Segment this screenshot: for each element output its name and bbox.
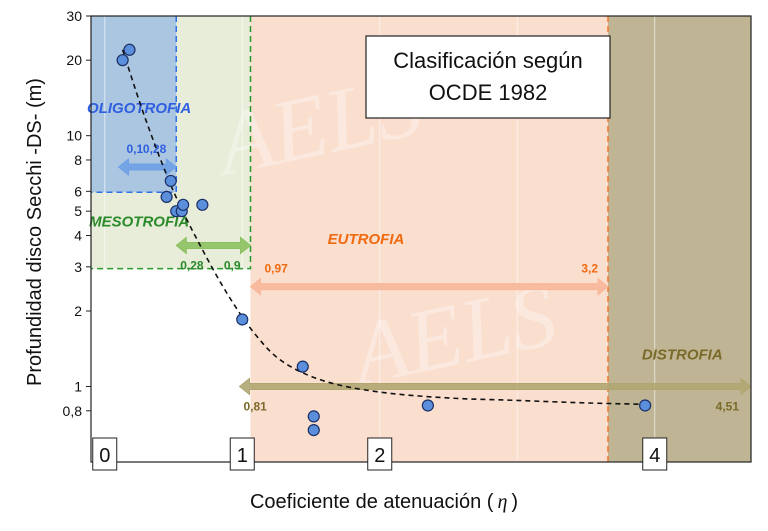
range-from-label: 0,97 [265, 262, 289, 276]
x-tick-box [92, 437, 118, 471]
trend-line [121, 49, 642, 405]
data-point [164, 174, 177, 188]
data-point [236, 313, 249, 326]
plot-frame [90, 15, 752, 463]
y-tick-label: 5 [74, 203, 82, 219]
mesotrofia-border [91, 16, 252, 270]
trend-layer [121, 49, 642, 405]
y-tick-label: 4 [74, 227, 82, 243]
y-tick-label: 3 [74, 259, 82, 275]
oligotrofia-border [91, 16, 177, 193]
points-layer [116, 43, 652, 437]
range-from-label: 0,28 [180, 258, 204, 272]
range-to-label: 3,2 [581, 262, 598, 276]
zone-label-eutrofia: EUTROFIA [328, 231, 405, 248]
x-tick-box [642, 437, 668, 471]
x-axis-label: Coeficiente de atenuación (η) [250, 491, 518, 513]
y-tick-label: 2 [74, 303, 82, 319]
y-tick-label: 10 [66, 128, 82, 144]
x-tick-label: 4 [649, 445, 660, 467]
range-to-label: 0,9 [224, 258, 241, 272]
range-from-label: 0,81 [244, 399, 268, 413]
title-line-1: Clasificación según [393, 48, 583, 73]
data-point [160, 190, 173, 204]
y-tick-label: 0,8 [63, 403, 83, 419]
x-tick-label: 2 [374, 445, 385, 467]
data-point [639, 399, 652, 412]
range-to-label: 0,28 [143, 142, 167, 156]
data-point [196, 198, 209, 211]
range-arrow-mesotrofia [175, 236, 252, 255]
zone-label-oligotrofia: OLIGOTROFIA [87, 100, 191, 117]
zone-label-distrofia: DISTROFIA [642, 347, 723, 364]
y-tick-label: 20 [66, 52, 82, 68]
range-from-label: 0,1 [127, 142, 144, 156]
y-tick-label: 1 [74, 378, 82, 394]
zone-borders-layer: OLIGOTROFIA MESOTROFIA EUTROFIA DISTROFIA [87, 16, 723, 462]
data-point [307, 424, 320, 437]
y-tick-label: 30 [66, 8, 82, 24]
x-tick-label: 0 [99, 445, 110, 467]
data-point [123, 43, 136, 56]
data-point [307, 410, 320, 423]
y-tick-label: 6 [74, 183, 82, 199]
chart-title: Clasificación según OCDE 1982 [365, 35, 611, 119]
x-tick-box [229, 437, 255, 471]
y-tick-label: 8 [74, 152, 82, 168]
y-axis-label: Profundidad disco Secchi -DS- (m) [24, 78, 46, 386]
x-tick-box [367, 437, 393, 471]
data-point [296, 360, 309, 373]
range-to-label: 4,51 [716, 399, 740, 413]
zone-label-mesotrofia: MESOTROFIA [89, 213, 189, 230]
data-point [116, 54, 129, 67]
x-ticks-layer: 0 1 2 4 [92, 437, 668, 471]
zone-distrofia [608, 16, 751, 462]
title-line-2: OCDE 1982 [429, 80, 548, 105]
x-tick-label: 1 [237, 445, 248, 467]
range-arrow-eutrofia [249, 277, 609, 296]
data-point [177, 198, 190, 211]
range-arrow-oligotrofia [117, 157, 178, 177]
data-point [421, 399, 434, 412]
y-ticks-layer: 0,8 1 2 3 4 5 6 8 10 20 30 [63, 8, 91, 419]
